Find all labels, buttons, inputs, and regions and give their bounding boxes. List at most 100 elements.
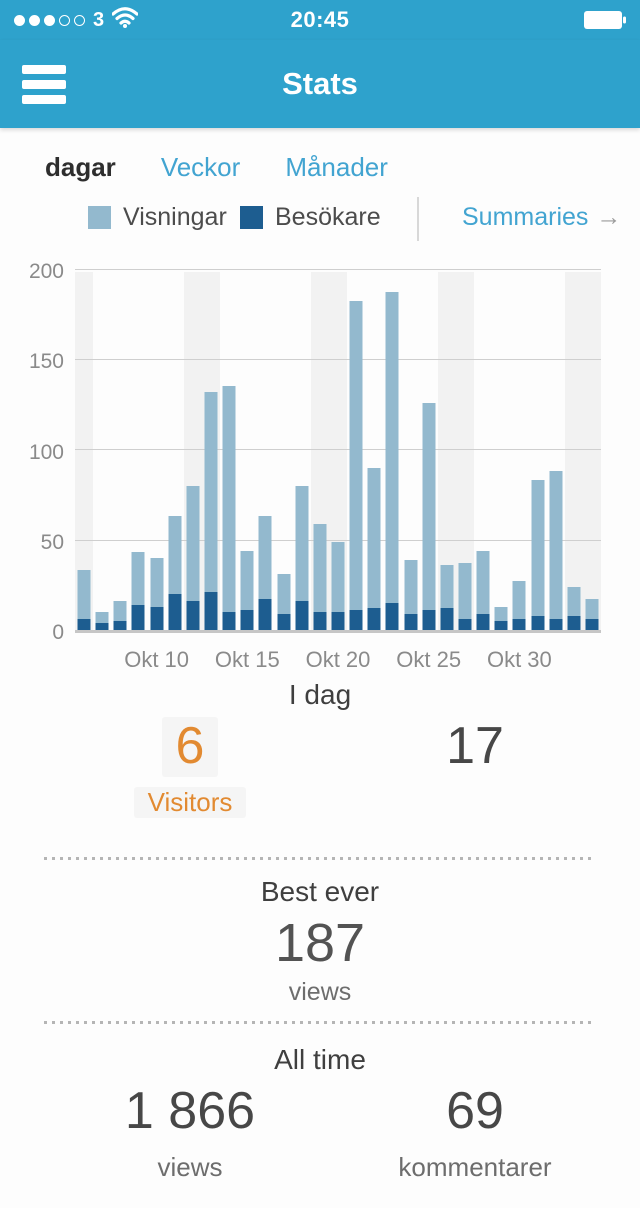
summaries-link[interactable]: Summaries → (462, 203, 622, 231)
chart-plot-area (75, 269, 602, 633)
visitors-bar[interactable] (240, 610, 254, 630)
best-ever-label: views (288, 978, 352, 1006)
visitors-bar[interactable] (385, 603, 399, 630)
day-slot (365, 272, 383, 630)
views-bar[interactable] (186, 486, 200, 630)
signal-dot (14, 14, 25, 26)
arrow-right-icon: → (596, 203, 622, 231)
views-bar[interactable] (331, 542, 345, 630)
views-bar[interactable] (476, 551, 490, 630)
visitors-bar[interactable] (77, 619, 91, 630)
y-axis-label-50: 50 (40, 530, 64, 554)
tab-dagar[interactable]: dagar (45, 152, 116, 182)
views-bar[interactable] (549, 471, 563, 630)
y-axis-label-150: 150 (28, 350, 64, 374)
visitors-bar[interactable] (168, 594, 182, 630)
visitors-bar[interactable] (313, 612, 327, 630)
x-axis-label: Okt 15 (214, 647, 280, 672)
all-time-views-value: 1 866 (124, 1082, 256, 1140)
today-visitors-label: Visitors (133, 786, 247, 818)
visitors-bar[interactable] (458, 619, 472, 630)
day-slot (510, 272, 528, 630)
visitors-bar[interactable] (258, 599, 272, 630)
y-axis-label-100: 100 (28, 440, 64, 464)
day-slot (455, 272, 475, 630)
legend-visitors-label: Besökare (275, 203, 381, 231)
visitors-bar[interactable] (150, 607, 164, 630)
legend-views-label: Visningar (123, 203, 227, 231)
visitors-bar[interactable] (331, 612, 345, 630)
views-bar[interactable] (349, 301, 363, 630)
views-bar[interactable] (204, 392, 218, 630)
visitors-bar[interactable] (531, 616, 545, 630)
views-bar[interactable] (422, 403, 436, 630)
day-slot (347, 272, 365, 630)
signal-dot (59, 14, 70, 26)
views-bar[interactable] (531, 480, 545, 630)
day-slot (328, 272, 348, 630)
visitors-bar[interactable] (512, 619, 526, 630)
day-slot (564, 272, 583, 630)
visitors-bar[interactable] (567, 616, 581, 630)
all-time-heading: All time (274, 1044, 366, 1075)
visitors-bar[interactable] (113, 621, 127, 630)
period-tabs: dagar Veckor Månader (0, 128, 640, 189)
views-bar[interactable] (77, 570, 91, 630)
battery-icon (584, 10, 626, 30)
day-slot (238, 272, 256, 630)
visitors-bar[interactable] (585, 619, 599, 630)
today-heading: I dag (288, 679, 352, 710)
day-slot (474, 272, 492, 630)
day-slot (420, 272, 438, 630)
views-bar[interactable] (367, 468, 381, 630)
views-bar[interactable] (512, 581, 526, 630)
visitors-bar[interactable] (277, 614, 291, 630)
visitors-bar[interactable] (186, 601, 200, 630)
today-views-stat: 17 (330, 717, 620, 777)
wifi-icon (111, 7, 139, 33)
visitors-bar[interactable] (440, 608, 454, 630)
day-slot (256, 272, 274, 630)
visitors-bar[interactable] (204, 592, 218, 630)
visitors-bar[interactable] (494, 621, 508, 630)
visitors-bar[interactable] (367, 608, 381, 630)
hamburger-menu-icon[interactable] (22, 59, 66, 110)
all-time-comments-stat: 69 kommentarer (330, 1082, 620, 1183)
carrier-label: 3 (93, 8, 105, 31)
views-bar[interactable] (458, 563, 472, 630)
section-divider (44, 857, 596, 860)
visitors-bar[interactable] (404, 614, 418, 630)
visitors-bar[interactable] (422, 610, 436, 630)
signal-dot (44, 14, 55, 26)
today-visitors-stat: 6 Visitors (45, 717, 335, 818)
visitors-bar[interactable] (549, 619, 563, 630)
day-slot (111, 272, 129, 630)
visitors-bar[interactable] (295, 601, 309, 630)
tab-veckor[interactable]: Veckor (160, 152, 241, 182)
best-ever-heading: Best ever (260, 876, 380, 907)
day-slot (310, 272, 329, 630)
visitors-swatch-icon (240, 206, 263, 229)
day-slot (582, 272, 602, 630)
today-visitors-value: 6 (161, 717, 219, 777)
views-bar[interactable] (222, 386, 236, 630)
views-bar[interactable] (404, 560, 418, 630)
visitors-bar[interactable] (95, 623, 109, 630)
visitors-bar[interactable] (131, 605, 145, 630)
visitors-bar[interactable] (349, 610, 363, 630)
status-bar: 3 20:45 (0, 0, 640, 40)
stats-bar-chart: 0 50 100 150 200 Okt 10 Okt 15 Okt 20 Okt 25 Okt … (0, 255, 640, 679)
visitors-bar[interactable] (476, 614, 490, 630)
day-slot (93, 272, 111, 630)
visitors-bar[interactable] (222, 612, 236, 630)
day-slot (166, 272, 184, 630)
views-bar[interactable] (385, 292, 399, 630)
all-time-views-label: views (157, 1151, 223, 1182)
x-axis-label: Okt 30 (486, 647, 552, 672)
day-slot (201, 272, 221, 630)
views-bar[interactable] (313, 524, 327, 630)
views-bar[interactable] (295, 486, 309, 630)
legend-visitors: Besökare (240, 203, 381, 232)
tab-manader[interactable]: Månader (285, 152, 388, 182)
x-axis-label: Okt 20 (305, 647, 371, 672)
